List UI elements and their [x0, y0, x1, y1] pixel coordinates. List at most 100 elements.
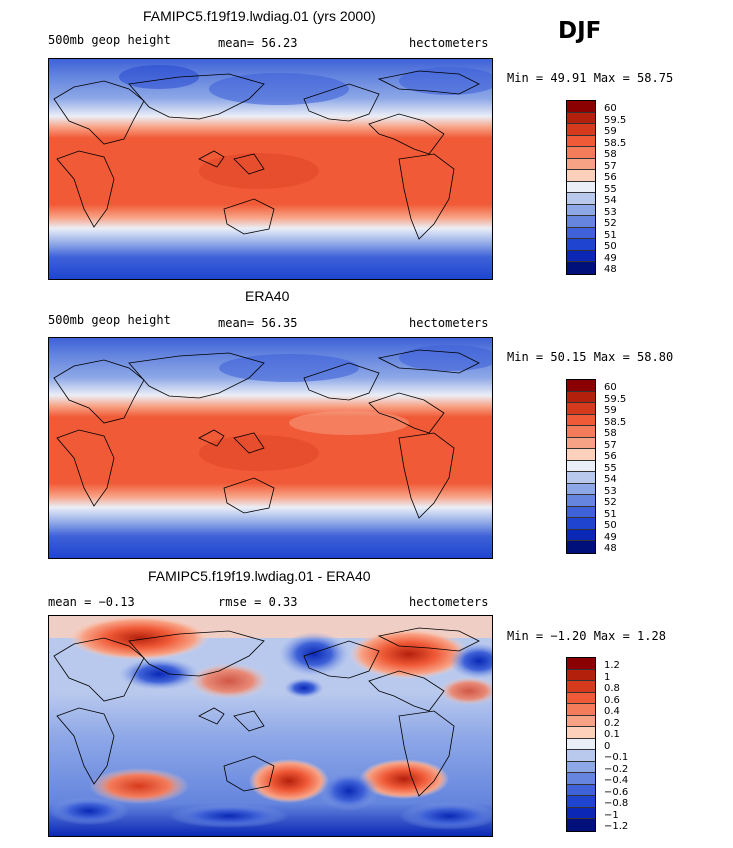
panel1-colorbar-cell	[567, 135, 595, 147]
panel3-colorbar-label: −0.2	[604, 763, 629, 775]
panel2-colorbar-label: 60	[604, 382, 617, 393]
panel2-colorbar-label: 59.5	[604, 393, 627, 405]
panel1-colorbar-cell	[567, 216, 595, 228]
panel3-colorbar-cell	[567, 681, 595, 693]
panel2-colorbar-label: 50	[604, 520, 617, 531]
panel3-colorbar-cell	[567, 658, 595, 670]
panel3-colorbar-label: 0.6	[604, 694, 620, 706]
panel1-minmax: Min = 49.91 Max = 58.75	[507, 71, 674, 85]
panel2-map	[48, 337, 493, 559]
panel2-variable-label: 500mb geop height	[48, 313, 171, 327]
panel3-colorbar-cell	[567, 692, 595, 704]
panel3-colorbar-cell	[567, 727, 595, 739]
panel1-colorbar-label: 53	[604, 206, 617, 218]
panel2-colorbar-label: 58	[604, 428, 617, 439]
panel1-colorbar-cell	[567, 170, 595, 182]
panel2-colorbar-cell	[567, 403, 595, 415]
panel2-map-svg	[49, 338, 492, 558]
panel3-colorbar	[566, 657, 596, 832]
panel2-mean-label: mean= 56.35	[218, 316, 298, 330]
panel2-colorbar-label: 51	[604, 508, 617, 520]
panel2-colorbar-label: 56	[604, 451, 617, 462]
panel2-colorbar	[566, 379, 596, 554]
panel1-colorbar-cell	[567, 193, 595, 205]
panel2-colorbar-cell	[567, 518, 595, 530]
panel3-colorbar-label: 0.4	[604, 706, 620, 717]
panel1-coastlines	[53, 70, 480, 240]
panel1-colorbar-label: 58.5	[604, 137, 627, 149]
panel3-colorbar-cell	[567, 738, 595, 750]
panel1-colorbar-label: 59	[604, 126, 617, 137]
panel2-colorbar-label: 48	[604, 543, 617, 554]
panel3-colorbar-label: 0.1	[604, 729, 620, 740]
panel3-colorbar-cell	[567, 807, 595, 819]
panel3-rmse-label: rmse = 0.33	[218, 595, 298, 609]
panel1-colorbar-label: 58	[604, 149, 617, 160]
panel1-colorbar-cell	[567, 124, 595, 136]
panel1-variable-label: 500mb geop height	[48, 33, 171, 47]
panel3-colorbar-cell	[567, 704, 595, 716]
panel1-colorbar-cell	[567, 250, 595, 262]
panel1-colorbar-cell	[567, 112, 595, 124]
panel1-colorbar-cell	[567, 181, 595, 193]
panel2-colorbar-cell	[567, 529, 595, 541]
panel1-colorbar-label: 56	[604, 172, 617, 183]
panel2-colorbar-cell	[567, 426, 595, 438]
season-label: DJF	[558, 18, 602, 44]
panel3-colorbar-label: −1	[604, 809, 619, 821]
panel2-colorbar-label: 55	[604, 462, 617, 474]
panel3-colorbar-cell	[567, 773, 595, 785]
panel3-colorbar-label: 0.2	[604, 717, 620, 729]
panel2-colorbar-cell	[567, 391, 595, 403]
panel1-colorbar-label: 50	[604, 241, 617, 252]
panel3-mean-label: mean = −0.13	[48, 595, 135, 609]
panel1-colorbar-label: 49	[604, 252, 617, 264]
panel1-colorbar-label: 60	[604, 103, 617, 114]
panel1-map-svg	[49, 59, 492, 279]
panel1-colorbar-cell	[567, 204, 595, 216]
panel3-colorbar-label: 0.8	[604, 683, 620, 694]
panel3-colorbar-cell	[567, 715, 595, 727]
panel1-colorbar-cell	[567, 239, 595, 251]
panel3-colorbar-label: −0.1	[604, 752, 629, 763]
panel2-colorbar-cell	[567, 380, 595, 392]
panel2-colorbar-label: 58.5	[604, 416, 627, 428]
panel2-colorbar-label: 52	[604, 497, 617, 508]
panel3-units-label: hectometers	[409, 595, 489, 609]
panel3-colorbar-label: −0.8	[604, 798, 629, 809]
panel2-coastlines	[53, 349, 480, 519]
panel3-colorbar-label: −0.6	[604, 786, 629, 798]
panel1-colorbar	[566, 100, 596, 275]
panel2-colorbar-cell	[567, 460, 595, 472]
panel1-colorbar-label: 48	[604, 264, 617, 275]
panel3-colorbar-label: 0	[604, 740, 611, 752]
panel3-colorbar-cell	[567, 761, 595, 773]
panel1-units-label: hectometers	[409, 36, 489, 50]
panel2-colorbar-label: 53	[604, 485, 617, 497]
panel1-colorbar-cell	[567, 227, 595, 239]
panel1-colorbar-cell	[567, 101, 595, 113]
panel3-title: FAMIPC5.f19f19.lwdiag.01 - ERA40	[148, 568, 371, 584]
panel2-features	[199, 345, 492, 471]
panel1-colorbar-label: 52	[604, 218, 617, 229]
panel2-title: ERA40	[245, 288, 290, 304]
panel1-colorbar-cell	[567, 158, 595, 170]
panel2-colorbar-cell	[567, 495, 595, 507]
panel2-colorbar-cell	[567, 541, 595, 553]
panel2-colorbar-label: 59	[604, 405, 617, 416]
panel1-colorbar-label: 54	[604, 195, 617, 206]
panel2-colorbar-cell	[567, 414, 595, 426]
panel1-colorbar-label: 57	[604, 160, 617, 172]
panel3-colorbar-label: −0.4	[604, 775, 629, 786]
panel1-colorbar-label: 51	[604, 229, 617, 241]
panel3-colorbar-cell	[567, 750, 595, 762]
panel3-coastlines	[53, 627, 480, 797]
panel1-colorbar-label: 55	[604, 183, 617, 195]
panel3-colorbar-cell	[567, 669, 595, 681]
panel2-colorbar-label: 54	[604, 474, 617, 485]
panel2-colorbar-label: 57	[604, 439, 617, 451]
panel3-map	[48, 615, 493, 837]
panel2-colorbar-cell	[567, 437, 595, 449]
panel3-minmax: Min = −1.20 Max = 1.28	[507, 629, 666, 643]
panel3-colorbar-label: 1	[604, 671, 611, 683]
